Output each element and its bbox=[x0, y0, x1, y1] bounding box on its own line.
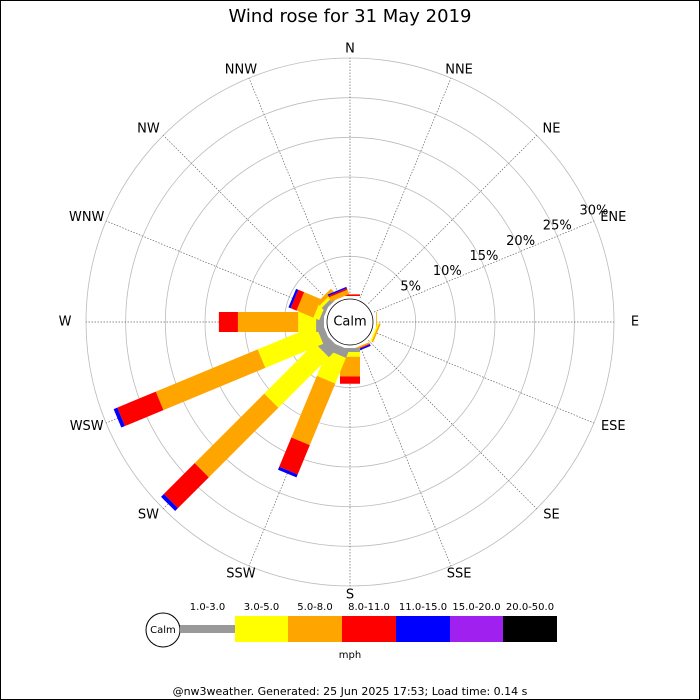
spoke bbox=[368, 340, 537, 509]
direction-label: ESE bbox=[601, 419, 626, 434]
r-tick-label: 15% bbox=[470, 249, 499, 264]
r-tick-label: 20% bbox=[506, 234, 535, 249]
legend-swatch bbox=[503, 616, 557, 642]
spoke bbox=[248, 77, 341, 299]
bar-segment bbox=[370, 322, 380, 342]
bar-segment bbox=[328, 288, 348, 298]
bar-segment bbox=[340, 356, 360, 377]
spoke bbox=[163, 135, 332, 304]
bar-segment bbox=[277, 466, 298, 478]
bar-segment bbox=[296, 292, 322, 318]
spoke bbox=[368, 135, 537, 304]
calm-circle bbox=[326, 298, 374, 346]
bar-segment bbox=[288, 288, 299, 309]
legend-label: 15.0-20.0 bbox=[452, 602, 500, 613]
r-tick-label: 10% bbox=[433, 264, 462, 279]
direction-label: WSW bbox=[70, 419, 104, 434]
bar-segment bbox=[290, 289, 305, 311]
legend-label: 20.0-50.0 bbox=[506, 602, 554, 613]
legend-swatch bbox=[396, 616, 450, 642]
direction-label: NE bbox=[543, 121, 561, 136]
legend-label: 11.0-15.0 bbox=[399, 602, 447, 613]
calm-label: Calm bbox=[333, 315, 366, 330]
direction-label: E bbox=[631, 315, 639, 330]
bar-segment bbox=[316, 288, 334, 306]
legend-label: 5.0-8.0 bbox=[297, 602, 332, 613]
bar-segment bbox=[264, 343, 329, 408]
r-tick-label: 30% bbox=[579, 203, 608, 218]
grid-ring bbox=[164, 136, 536, 508]
direction-label: S bbox=[346, 588, 354, 603]
bar-segment bbox=[371, 323, 381, 343]
r-tick-label: 25% bbox=[543, 219, 572, 234]
legend-swatch bbox=[450, 616, 503, 642]
legend-swatch bbox=[288, 616, 342, 642]
legend-swatch bbox=[180, 625, 235, 633]
bar-segment bbox=[279, 437, 310, 475]
spoke bbox=[359, 77, 452, 299]
direction-label: W bbox=[59, 315, 72, 330]
bar-segment bbox=[328, 289, 350, 302]
spoke bbox=[373, 220, 595, 313]
bar-segment bbox=[218, 312, 238, 332]
bar-segment bbox=[117, 391, 164, 427]
direction-label: ENE bbox=[600, 210, 626, 225]
bar-segment bbox=[291, 375, 336, 446]
spoke bbox=[373, 331, 595, 424]
grid-ring bbox=[204, 176, 496, 468]
direction-label: SSW bbox=[226, 567, 256, 582]
legend-label: 8.0-11.0 bbox=[348, 602, 390, 613]
bar-segment bbox=[327, 286, 347, 296]
bar-segment bbox=[340, 376, 360, 384]
bar-segment bbox=[161, 494, 178, 511]
bar-segment bbox=[163, 463, 209, 509]
direction-label: N bbox=[345, 42, 355, 57]
direction-label: SE bbox=[543, 508, 559, 523]
legend-swatch bbox=[235, 616, 288, 642]
bar-segment bbox=[257, 325, 324, 368]
footer: @nw3weather. Generated: 25 Jun 2025 17:5… bbox=[173, 685, 528, 698]
legend-label: 3.0-5.0 bbox=[244, 602, 279, 613]
unit-label: mph bbox=[339, 650, 361, 661]
direction-label: WNW bbox=[69, 210, 105, 225]
bar-segment bbox=[237, 312, 299, 332]
bar-segment bbox=[113, 407, 125, 428]
bar-segment bbox=[194, 393, 279, 478]
direction-label: NNE bbox=[445, 62, 473, 77]
direction-label: SW bbox=[138, 508, 159, 523]
direction-label: SSE bbox=[447, 567, 472, 582]
spoke bbox=[359, 345, 452, 567]
bar-segment bbox=[298, 312, 317, 332]
legend-label: 1.0-3.0 bbox=[190, 602, 225, 613]
direction-label: NNW bbox=[225, 62, 257, 77]
direction-label: NW bbox=[137, 121, 160, 136]
legend-swatch bbox=[342, 616, 396, 642]
chart-title: Wind rose for 31 May 2019 bbox=[229, 6, 472, 27]
legend-calm-label: Calm bbox=[150, 625, 176, 636]
spoke bbox=[105, 220, 327, 313]
r-tick-label: 5% bbox=[400, 279, 421, 294]
bar-segment bbox=[155, 349, 266, 411]
